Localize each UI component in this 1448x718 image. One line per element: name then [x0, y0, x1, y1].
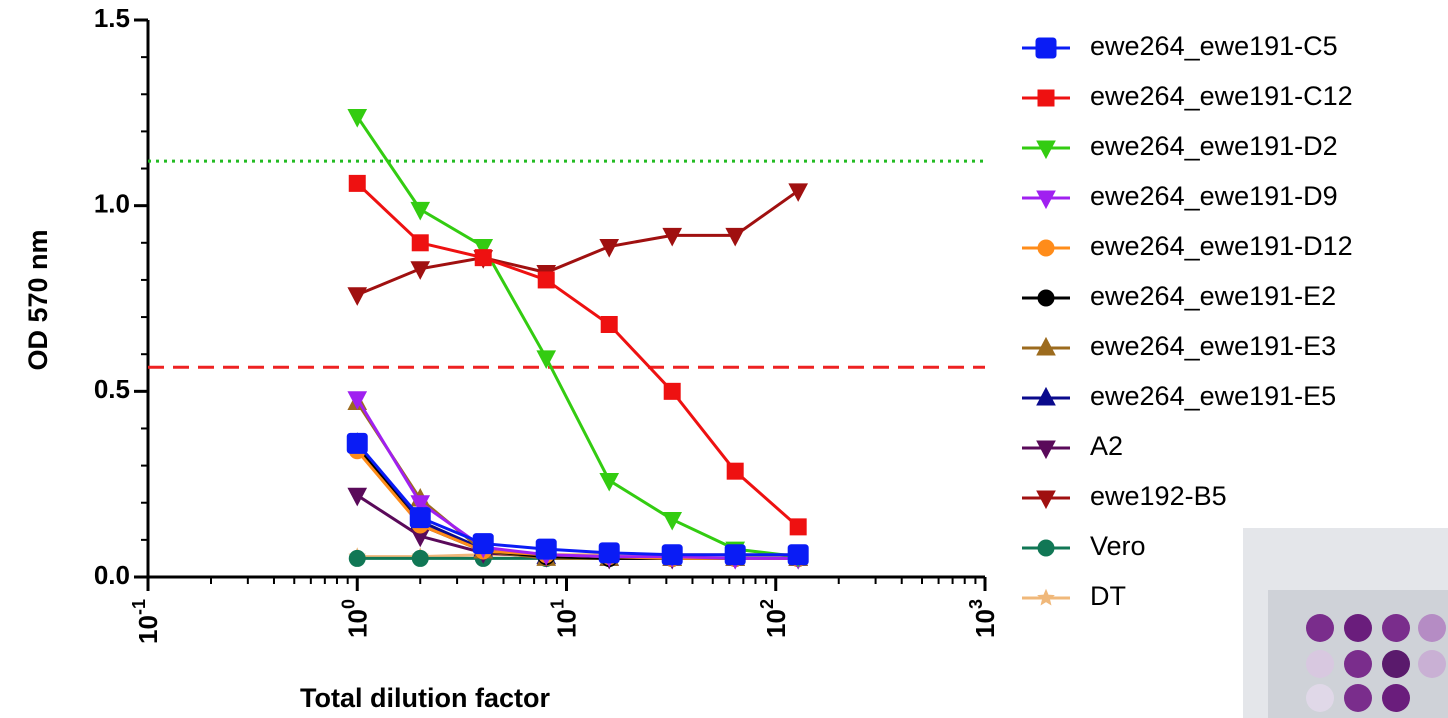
legend-marker	[1038, 240, 1054, 256]
marker	[600, 473, 618, 490]
legend-label: Vero	[1090, 531, 1146, 561]
x-tick-label: 100	[338, 599, 372, 638]
marker	[348, 288, 366, 305]
marker	[537, 351, 555, 368]
x-tick-label: 101	[547, 599, 581, 638]
legend-label: ewe264_ewe191-C5	[1090, 31, 1338, 61]
marker	[789, 184, 807, 201]
y-axis-title: OD 570 nm	[23, 229, 53, 370]
marker	[473, 534, 493, 554]
x-tick-exponent: 2	[757, 599, 777, 609]
y-tick-label: 1.0	[94, 189, 130, 219]
marker	[347, 433, 367, 453]
y-tick-label: 0.0	[94, 560, 130, 590]
legend-label: ewe264_ewe191-D9	[1090, 181, 1338, 211]
x-tick-label: 102	[757, 599, 791, 638]
marker	[662, 545, 682, 565]
x-tick-base: 10	[133, 615, 163, 644]
marker	[349, 175, 365, 191]
legend-label: DT	[1090, 581, 1126, 611]
legend-label: ewe264_ewe191-D12	[1090, 231, 1353, 261]
marker	[788, 545, 808, 565]
legend-label: ewe192-B5	[1090, 481, 1227, 511]
x-tick-exponent: 0	[338, 599, 358, 609]
legend-marker	[1038, 90, 1054, 106]
x-tick-base: 10	[551, 609, 581, 638]
marker	[348, 488, 366, 505]
chart: Total dilution factor OD 570 nm 0.0 0.5 1.…	[0, 0, 1448, 718]
legend-marker	[1036, 38, 1056, 58]
marker	[601, 316, 617, 332]
x-tick-label: 103	[966, 599, 1000, 638]
x-tick-exponent: -1	[129, 599, 149, 615]
legend-marker	[1038, 590, 1053, 604]
x-tick-base: 10	[761, 609, 791, 638]
legend-marker	[1038, 290, 1054, 306]
marker	[475, 250, 491, 266]
legend-label: A2	[1090, 431, 1123, 461]
marker	[725, 545, 745, 565]
marker	[727, 463, 743, 479]
x-tick-base: 10	[970, 609, 1000, 638]
marker	[412, 235, 428, 251]
legend-marker	[1038, 540, 1054, 556]
x-axis-title: Total dilution factor	[300, 683, 550, 713]
series-line	[357, 117, 798, 557]
marker	[536, 539, 556, 559]
marker	[538, 272, 554, 288]
legend-label: ewe264_ewe191-E2	[1090, 281, 1336, 311]
x-tick-label: 10-1	[129, 599, 163, 644]
y-tick-label: 1.5	[94, 3, 130, 33]
marker	[412, 550, 428, 566]
legend-label: ewe264_ewe191-C12	[1090, 81, 1353, 111]
x-tick-exponent: 3	[966, 599, 986, 609]
marker	[411, 202, 429, 219]
x-tick-base: 10	[342, 609, 372, 638]
legend-label: ewe264_ewe191-E3	[1090, 331, 1336, 361]
marker	[410, 508, 430, 528]
x-tick-exponent: 1	[547, 599, 567, 609]
marker	[790, 519, 806, 535]
legend-label: ewe264_ewe191-E5	[1090, 381, 1336, 411]
marker	[599, 543, 619, 563]
legend-label: ewe264_ewe191-D2	[1090, 131, 1338, 161]
marker	[349, 550, 365, 566]
y-tick-label: 0.5	[94, 374, 130, 404]
marker	[664, 383, 680, 399]
photo	[1243, 528, 1448, 718]
